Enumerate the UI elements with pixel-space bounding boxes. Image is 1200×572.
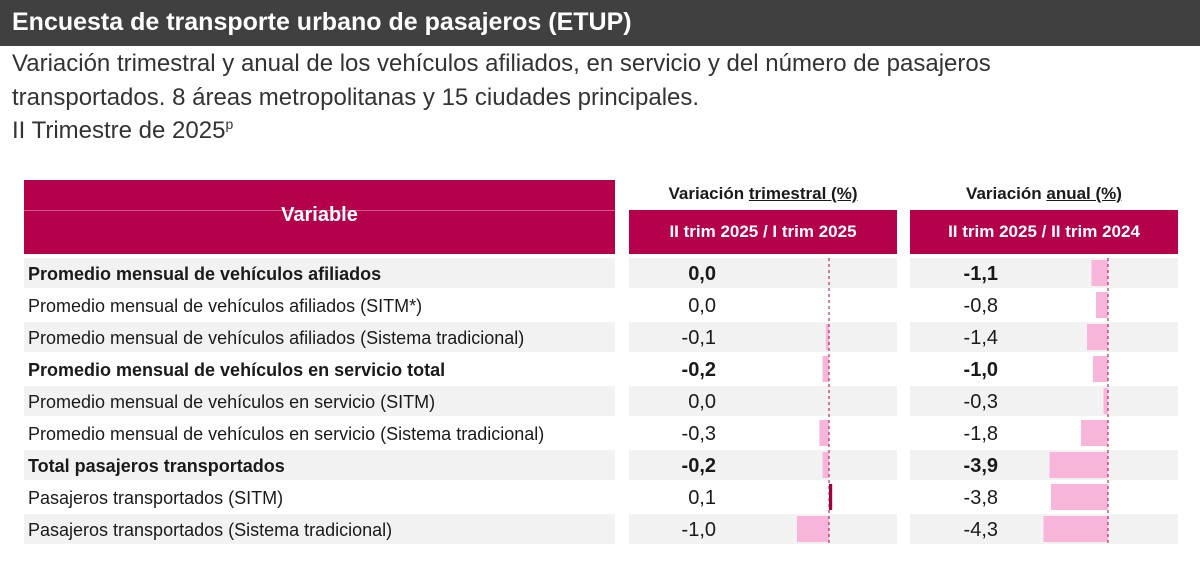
quarterly-value: -0,3 [681, 423, 716, 445]
row-label-cell [24, 514, 615, 544]
quarterly-value: 0,0 [688, 263, 716, 285]
annual-bar [1049, 452, 1108, 478]
annual-group-unit: anual (%) [1046, 184, 1122, 203]
quarterly-value: -1,0 [681, 519, 716, 541]
row-annual-cell [910, 322, 1178, 352]
annual-group-prefix: Variación [966, 184, 1047, 203]
row-label: Promedio mensual de vehículos en servici… [28, 424, 545, 444]
preliminary-mark: p [225, 116, 234, 132]
quarterly-value: 0,1 [688, 487, 716, 509]
quarterly-bar [822, 356, 829, 382]
row-quarterly-cell [629, 514, 897, 544]
quarterly-column-header: II trim 2025 / I trim 2025 [629, 210, 897, 254]
annual-bar [1051, 484, 1108, 510]
annual-value: -4,3 [963, 519, 998, 541]
variable-header-label: Variable [281, 204, 358, 226]
annual-bar [1081, 420, 1108, 446]
quarterly-bar [822, 452, 829, 478]
row-label: Promedio mensual de vehículos afiliados … [28, 328, 525, 348]
quarterly-value: 0,0 [688, 295, 716, 317]
row-label: Promedio mensual de vehículos afiliados … [28, 296, 423, 316]
annual-bar [1043, 516, 1108, 542]
quarterly-value: -0,1 [681, 327, 716, 349]
quarterly-group-unit: trimestral (%) [748, 184, 858, 203]
quarterly-bar [825, 324, 829, 350]
subtitle-line-1: Variación trimestral y anual de los vehí… [12, 50, 991, 77]
row-label: Pasajeros transportados (SITM) [28, 488, 284, 508]
subtitle-line-3: II Trimestre de 2025p [12, 117, 233, 145]
quarterly-value: -0,2 [681, 455, 716, 477]
annual-value: -1,1 [963, 263, 998, 285]
quarterly-group-prefix: Variación [668, 184, 749, 203]
annual-bar [1096, 292, 1108, 318]
quarterly-bar [797, 516, 829, 542]
title-bar: Encuesta de transporte urbano de pasajer… [0, 0, 1200, 46]
row-label: Promedio mensual de vehículos en servici… [28, 360, 446, 380]
row-label-cell [24, 258, 615, 288]
annual-bar [1087, 324, 1108, 350]
page-title: Encuesta de transporte urbano de pasajer… [12, 8, 632, 36]
annual-bar [1091, 260, 1108, 286]
annual-bar [1103, 388, 1108, 414]
quarterly-bar [819, 420, 829, 446]
quarterly-group-header: Variación trimestral (%) [629, 184, 897, 208]
annual-bar [1093, 356, 1108, 382]
quarterly-bar [829, 484, 833, 510]
row-label: Total pasajeros transportados [28, 456, 285, 476]
row-label-cell [24, 322, 615, 352]
row-annual-cell [910, 258, 1178, 288]
row-annual-cell [910, 450, 1178, 480]
row-label: Pasajeros transportados (Sistema tradici… [28, 520, 393, 540]
row-quarterly-cell [629, 258, 897, 288]
variable-header: Variable [24, 180, 615, 254]
subtitle-line-2: transportados. 8 áreas metropolitanas y … [12, 84, 700, 111]
row-label-cell [24, 450, 615, 480]
annual-value: -1,4 [963, 327, 998, 349]
row-quarterly-cell [629, 322, 897, 352]
annual-value: -0,3 [963, 391, 998, 413]
row-annual-cell [910, 386, 1178, 416]
annual-value: -3,9 [963, 455, 998, 477]
row-label: Promedio mensual de vehículos en servici… [28, 392, 436, 412]
annual-group-header: Variación anual (%) [910, 184, 1178, 208]
annual-column-header: II trim 2025 / II trim 2024 [910, 210, 1178, 254]
row-label: Promedio mensual de vehículos afiliados [28, 264, 382, 284]
annual-value: -1,0 [963, 359, 998, 381]
annual-value: -0,8 [963, 295, 998, 317]
annual-value: -1,8 [963, 423, 998, 445]
annual-value: -3,8 [963, 487, 998, 509]
quarterly-value: -0,2 [681, 359, 716, 381]
header-rule [24, 210, 615, 211]
quarterly-value: 0,0 [688, 391, 716, 413]
row-quarterly-cell [629, 450, 897, 480]
row-label-cell [24, 386, 615, 416]
subtitle-period: II Trimestre de 2025 [12, 117, 226, 144]
row-quarterly-cell [629, 386, 897, 416]
